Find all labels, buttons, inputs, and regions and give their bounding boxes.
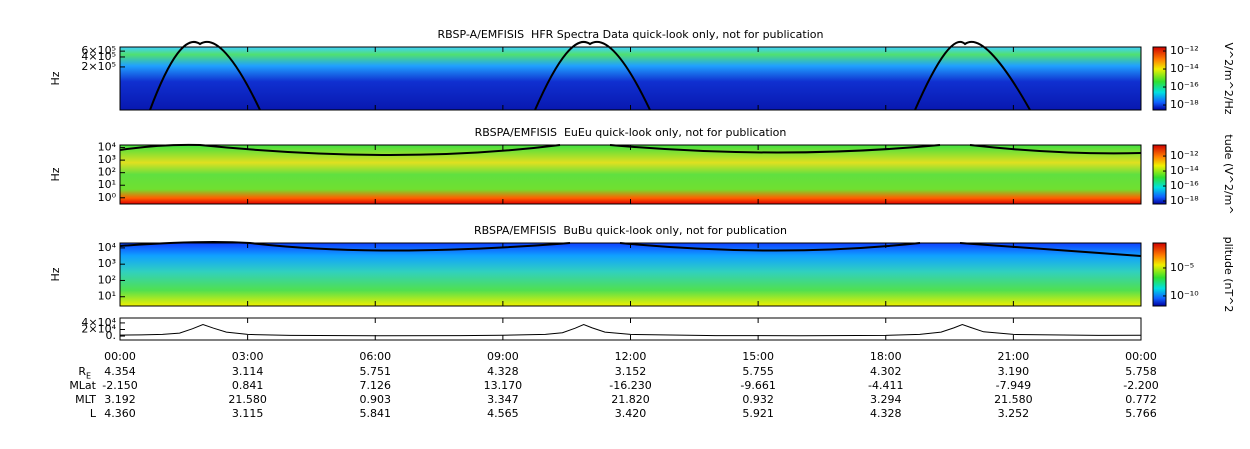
y-tick-label: 6×10⁵ (81, 44, 116, 57)
y-tick-label: 10³ (98, 153, 116, 166)
ephemeris-value: 5.758 (1125, 365, 1157, 378)
colorbar (1152, 46, 1167, 111)
colorbar-tick-label: 10⁻¹⁸ (1170, 98, 1199, 111)
x-tick-label: 00:00 (1125, 350, 1157, 363)
ephemeris-value: 4.328 (870, 407, 902, 420)
y-tick-label: 10² (98, 166, 116, 179)
y-axis-label: Hz (49, 167, 62, 181)
ephemeris-value: 3.420 (615, 407, 647, 420)
x-tick-label: 21:00 (998, 350, 1030, 363)
x-tick-label: 06:00 (359, 350, 391, 363)
x-tick-label: 12:00 (615, 350, 647, 363)
ephemeris-value: 5.766 (1125, 407, 1157, 420)
colorbar-tick-label: 10⁻¹⁴ (1170, 62, 1199, 75)
panel-title: RBSP-A/EMFISIS HFR Spectra Data quick-lo… (438, 28, 824, 41)
ephemeris-value: 0.772 (1125, 393, 1157, 406)
ephemeris-value: 3.114 (232, 365, 264, 378)
ephemeris-value: 5.921 (742, 407, 774, 420)
ephemeris-value: 3.294 (870, 393, 902, 406)
colorbar-label: V^2/m^2/Hz (1222, 42, 1235, 114)
x-tick-label: 09:00 (487, 350, 519, 363)
ephemeris-value: 21.820 (611, 393, 650, 406)
y-tick-label: 10² (98, 273, 116, 286)
ephemeris-label-sub: E (86, 372, 91, 381)
ephemeris-value: 4.328 (487, 365, 519, 378)
ephemeris-value: -9.661 (740, 379, 775, 392)
colorbar (1152, 144, 1167, 205)
y-tick-label: 2×10⁴ (81, 322, 116, 335)
colorbar-tick-label: 10⁻¹² (1170, 149, 1199, 162)
spectrogram-image (120, 47, 1141, 110)
panel-title: RBSPA/EMFISIS EuEu quick-look only, not … (475, 126, 787, 139)
x-tick-label: 03:00 (232, 350, 264, 363)
y-tick-label: 10¹ (98, 290, 116, 303)
ephemeris-value: 21.580 (228, 393, 267, 406)
y-tick-label: 4×10⁵ (81, 50, 116, 63)
colorbar-label: tude (V^2/m^ (1222, 134, 1235, 214)
ephemeris-value: 3.347 (487, 393, 519, 406)
ephemeris-label: MLat (69, 379, 96, 392)
spectrogram-image (120, 145, 1141, 204)
x-tick-label: 15:00 (742, 350, 774, 363)
y-tick-label: 4×10⁴ (81, 316, 116, 329)
panel-title: RBSPA/EMFISIS BuBu quick-look only, not … (474, 224, 787, 237)
ephemeris-value: 4.360 (104, 407, 136, 420)
ephemeris-value: 5.751 (360, 365, 392, 378)
colorbar-tick-label: 10⁻¹⁸ (1170, 194, 1199, 207)
ephemeris-value: 0.932 (742, 393, 774, 406)
ephemeris-value: 3.192 (104, 393, 136, 406)
colorbar-tick-label: 10⁻¹⁰ (1170, 289, 1199, 302)
colorbar-tick-label: 10⁻¹⁴ (1170, 164, 1199, 177)
ephemeris-value: 3.152 (615, 365, 647, 378)
ephemeris-value: -2.200 (1123, 379, 1158, 392)
ephemeris-value: 4.354 (104, 365, 136, 378)
colorbar-tick-label: 10⁻¹⁶ (1170, 80, 1199, 93)
ephemeris-label: R (78, 365, 86, 378)
ephemeris-value: 0.841 (232, 379, 264, 392)
y-axis-label: Hz (49, 71, 62, 85)
x-tick-label: 18:00 (870, 350, 902, 363)
y-tick-label: 10³ (98, 257, 116, 270)
y-tick-label: 0. (106, 329, 117, 342)
ephemeris-value: 0.903 (360, 393, 392, 406)
ephemeris-value: 3.252 (998, 407, 1030, 420)
y-tick-label: 2×10⁵ (81, 60, 116, 73)
ephemeris-value: 4.302 (870, 365, 902, 378)
colorbar-tick-label: 10⁻¹⁶ (1170, 179, 1199, 192)
ephemeris-label: L (90, 407, 97, 420)
x-tick-label: 00:00 (104, 350, 136, 363)
y-tick-label: 10⁰ (98, 191, 117, 204)
ephemeris-value: -2.150 (102, 379, 137, 392)
y-tick-label: 10⁴ (98, 141, 117, 154)
y-axis-label: Hz (49, 267, 62, 281)
ephemeris-label: MLT (75, 393, 96, 406)
ephemeris-value: -16.230 (609, 379, 651, 392)
colorbar-label: plitude (nT^2 (1222, 237, 1235, 313)
colorbar (1152, 242, 1167, 307)
ephemeris-value: -4.411 (868, 379, 903, 392)
ephemeris-value: 5.755 (742, 365, 774, 378)
spectrogram-image (120, 243, 1141, 306)
ephemeris-value: 21.580 (994, 393, 1033, 406)
ephemeris-value: 3.115 (232, 407, 264, 420)
y-tick-label: 10¹ (98, 178, 116, 191)
ephemeris-value: -7.949 (996, 379, 1031, 392)
data-line (119, 324, 1142, 337)
colorbar-tick-label: 10⁻⁵ (1170, 261, 1194, 274)
ephemeris-value: 7.126 (360, 379, 392, 392)
colorbar-tick-label: 10⁻¹² (1170, 44, 1199, 57)
y-tick-label: 10⁴ (98, 241, 117, 254)
ephemeris-value: 5.841 (360, 407, 392, 420)
ephemeris-value: 3.190 (998, 365, 1030, 378)
ephemeris-value: 13.170 (484, 379, 523, 392)
ephemeris-value: 4.565 (487, 407, 519, 420)
